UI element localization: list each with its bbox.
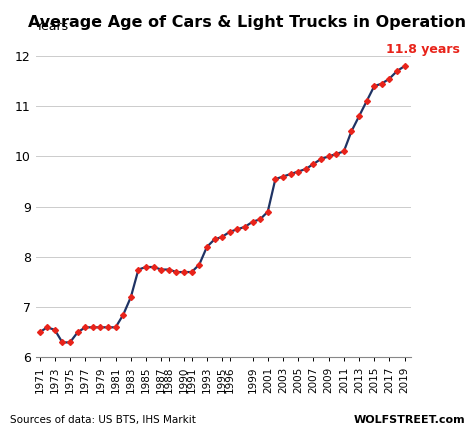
Text: Years: Years [36,20,69,33]
Text: WOLFSTREET.com: WOLFSTREET.com [354,415,466,425]
Text: Sources of data: US BTS, IHS Markit: Sources of data: US BTS, IHS Markit [10,415,195,425]
Text: Average Age of Cars & Light Trucks in Operation: Average Age of Cars & Light Trucks in Op… [28,15,466,30]
Text: 11.8 years: 11.8 years [386,43,459,57]
